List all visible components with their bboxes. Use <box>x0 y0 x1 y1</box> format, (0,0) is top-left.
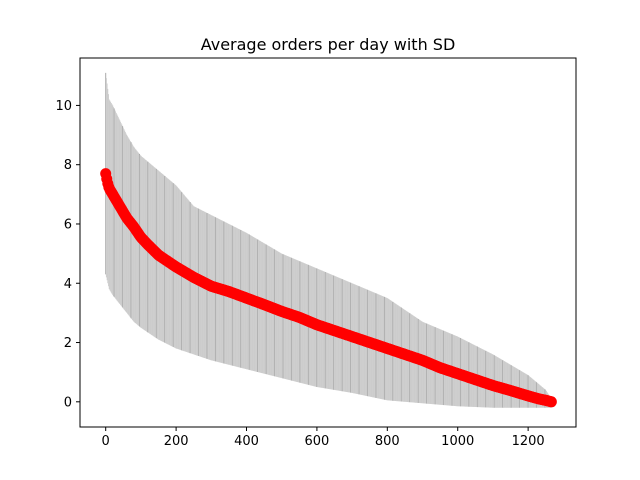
error-bars-layer <box>105 72 552 408</box>
y-tick-label: 8 <box>64 158 72 173</box>
plot-area-frame <box>79 57 577 428</box>
x-tick-label: 600 <box>304 434 329 449</box>
x-tick-label: 200 <box>164 434 189 449</box>
x-tick-label: 0 <box>102 434 110 449</box>
data-points-layer <box>100 168 557 408</box>
x-tick-label: 400 <box>234 434 259 449</box>
x-tick-label: 800 <box>375 434 400 449</box>
x-axis: 0 200 400 600 800 1000 1200 <box>102 427 545 449</box>
data-point <box>545 396 557 408</box>
chart-title: Average orders per day with SD <box>201 35 456 54</box>
y-tick-label: 4 <box>64 277 72 292</box>
y-axis: 0 2 4 6 8 10 <box>55 99 80 410</box>
y-tick-label: 6 <box>64 217 72 232</box>
x-tick-label: 1200 <box>512 434 545 449</box>
y-tick-label: 10 <box>55 99 72 114</box>
y-tick-label: 2 <box>64 336 72 351</box>
x-tick-label: 1000 <box>441 434 474 449</box>
y-tick-label: 0 <box>64 395 72 410</box>
